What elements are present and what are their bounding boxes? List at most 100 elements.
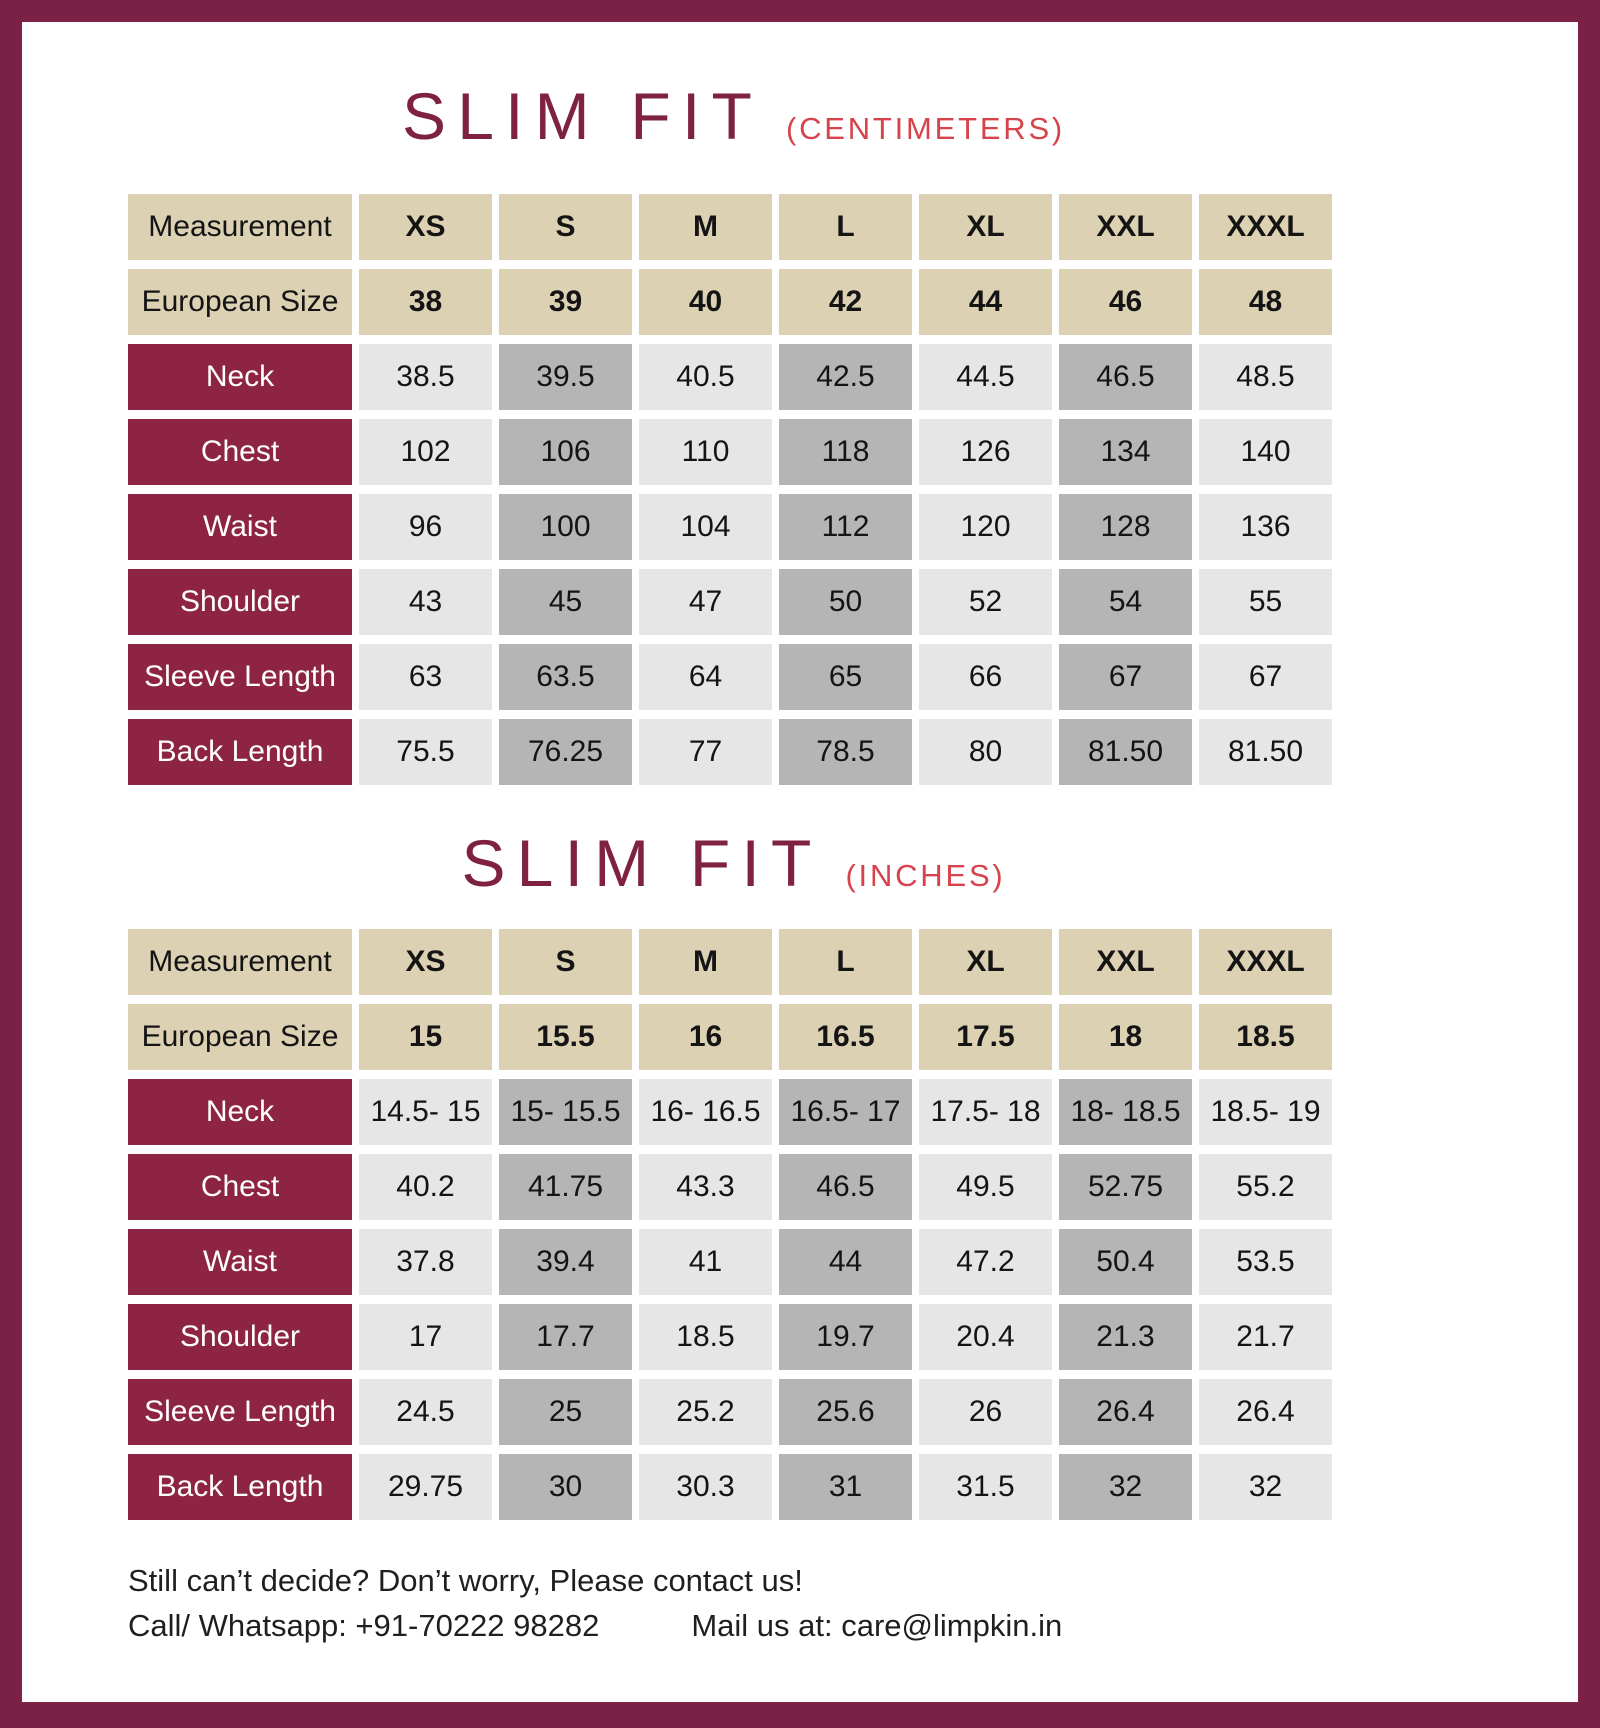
measurement-value-cell: 29.75 xyxy=(359,1454,492,1520)
measurement-value-cell: 40.2 xyxy=(359,1154,492,1220)
measurement-value-cell: 31.5 xyxy=(919,1454,1052,1520)
size-column-header: XL xyxy=(919,929,1052,995)
size-column-header: XS xyxy=(359,929,492,995)
measurement-value-cell: 14.5- 15 xyxy=(359,1079,492,1145)
measurement-value-cell: 20.4 xyxy=(919,1304,1052,1370)
size-column-header: XXL xyxy=(1059,929,1192,995)
measurement-value-cell: 96 xyxy=(359,494,492,560)
measurement-value-cell: 18- 18.5 xyxy=(1059,1079,1192,1145)
measurement-row-label: Neck xyxy=(128,1079,352,1145)
measurement-value-cell: 63 xyxy=(359,644,492,710)
european-size-header-cell: European Size xyxy=(128,1004,352,1070)
measurement-header-cell: Measurement xyxy=(128,929,352,995)
measurement-value-cell: 30.3 xyxy=(639,1454,772,1520)
inch-size-table: Measurement XS S M L XL XXL XXXL European Size 15… xyxy=(128,929,1578,1520)
measurement-row-label: Sleeve Length xyxy=(128,644,352,710)
measurement-value-cell: 53.5 xyxy=(1199,1229,1332,1295)
contact-footer: Still can’t decide? Don’t worry, Please … xyxy=(128,1558,1578,1648)
measurement-value-cell: 76.25 xyxy=(499,719,632,785)
measurement-value-cell: 48.5 xyxy=(1199,344,1332,410)
european-size-value-cell: 42 xyxy=(779,269,912,335)
measurement-value-cell: 15- 15.5 xyxy=(499,1079,632,1145)
measurement-value-cell: 32 xyxy=(1059,1454,1192,1520)
cm-size-table: Measurement XS S M L XL XXL XXXL European Size 38… xyxy=(128,194,1578,785)
measurement-value-cell: 63.5 xyxy=(499,644,632,710)
measurement-value-cell: 65 xyxy=(779,644,912,710)
measurement-value-cell: 19.7 xyxy=(779,1304,912,1370)
measurement-value-cell: 18.5- 19 xyxy=(1199,1079,1332,1145)
european-size-value-cell: 17.5 xyxy=(919,1004,1052,1070)
measurement-value-cell: 55.2 xyxy=(1199,1154,1332,1220)
measurement-value-cell: 134 xyxy=(1059,419,1192,485)
measurement-value-cell: 42.5 xyxy=(779,344,912,410)
measurement-value-cell: 39.4 xyxy=(499,1229,632,1295)
size-column-header: S xyxy=(499,929,632,995)
measurement-value-cell: 26.4 xyxy=(1199,1379,1332,1445)
measurement-value-cell: 120 xyxy=(919,494,1052,560)
european-size-value-cell: 15 xyxy=(359,1004,492,1070)
measurement-value-cell: 49.5 xyxy=(919,1154,1052,1220)
measurement-value-cell: 21.3 xyxy=(1059,1304,1192,1370)
measurement-value-cell: 41.75 xyxy=(499,1154,632,1220)
measurement-value-cell: 17.5- 18 xyxy=(919,1079,1052,1145)
footer-email-text: Mail us at: care@limpkin.in xyxy=(691,1608,1063,1643)
measurement-row-label: Sleeve Length xyxy=(128,1379,352,1445)
inch-chart-title: SLIM FIT (INCHES) xyxy=(128,825,1339,901)
measurement-value-cell: 81.50 xyxy=(1199,719,1332,785)
measurement-value-cell: 81.50 xyxy=(1059,719,1192,785)
measurement-value-cell: 50 xyxy=(779,569,912,635)
measurement-value-cell: 45 xyxy=(499,569,632,635)
measurement-value-cell: 52.75 xyxy=(1059,1154,1192,1220)
measurement-value-cell: 17 xyxy=(359,1304,492,1370)
size-column-header: M xyxy=(639,194,772,260)
cm-title-unit-label: (CENTIMETERS) xyxy=(785,111,1066,146)
measurement-value-cell: 67 xyxy=(1199,644,1332,710)
size-column-header: XL xyxy=(919,194,1052,260)
measurement-value-cell: 32 xyxy=(1199,1454,1332,1520)
size-column-header: L xyxy=(779,929,912,995)
measurement-row-label: Chest xyxy=(128,419,352,485)
measurement-row-label: Chest xyxy=(128,1154,352,1220)
measurement-value-cell: 47.2 xyxy=(919,1229,1052,1295)
measurement-value-cell: 66 xyxy=(919,644,1052,710)
measurement-value-cell: 17.7 xyxy=(499,1304,632,1370)
measurement-value-cell: 55 xyxy=(1199,569,1332,635)
size-chart-content: SLIM FIT (CENTIMETERS) Measurement XS S M L X… xyxy=(22,78,1578,1648)
european-size-value-cell: 48 xyxy=(1199,269,1332,335)
measurement-value-cell: 21.7 xyxy=(1199,1304,1332,1370)
measurement-value-cell: 26.4 xyxy=(1059,1379,1192,1445)
measurement-value-cell: 77 xyxy=(639,719,772,785)
measurement-row-label: Back Length xyxy=(128,1454,352,1520)
measurement-value-cell: 44 xyxy=(779,1229,912,1295)
measurement-value-cell: 100 xyxy=(499,494,632,560)
measurement-row-label: Shoulder xyxy=(128,1304,352,1370)
measurement-value-cell: 43 xyxy=(359,569,492,635)
european-size-value-cell: 16.5 xyxy=(779,1004,912,1070)
measurement-value-cell: 64 xyxy=(639,644,772,710)
measurement-value-cell: 16.5- 17 xyxy=(779,1079,912,1145)
measurement-value-cell: 112 xyxy=(779,494,912,560)
size-column-header: M xyxy=(639,929,772,995)
measurement-value-cell: 39.5 xyxy=(499,344,632,410)
measurement-value-cell: 46.5 xyxy=(779,1154,912,1220)
measurement-value-cell: 25.6 xyxy=(779,1379,912,1445)
measurement-value-cell: 24.5 xyxy=(359,1379,492,1445)
footer-contact-line: Call/ Whatsapp: +91-70222 98282 Mail us a… xyxy=(128,1603,1578,1648)
measurement-value-cell: 110 xyxy=(639,419,772,485)
european-size-value-cell: 18 xyxy=(1059,1004,1192,1070)
european-size-value-cell: 15.5 xyxy=(499,1004,632,1070)
measurement-value-cell: 31 xyxy=(779,1454,912,1520)
measurement-row-label: Back Length xyxy=(128,719,352,785)
size-column-header: XS xyxy=(359,194,492,260)
footer-help-text: Still can’t decide? Don’t worry, Please … xyxy=(128,1563,803,1598)
measurement-value-cell: 136 xyxy=(1199,494,1332,560)
measurement-value-cell: 80 xyxy=(919,719,1052,785)
footer-phone-text: Call/ Whatsapp: +91-70222 98282 xyxy=(128,1608,600,1643)
measurement-value-cell: 30 xyxy=(499,1454,632,1520)
measurement-row-label: Shoulder xyxy=(128,569,352,635)
measurement-row-label: Waist xyxy=(128,494,352,560)
measurement-value-cell: 52 xyxy=(919,569,1052,635)
measurement-value-cell: 43.3 xyxy=(639,1154,772,1220)
measurement-value-cell: 25.2 xyxy=(639,1379,772,1445)
